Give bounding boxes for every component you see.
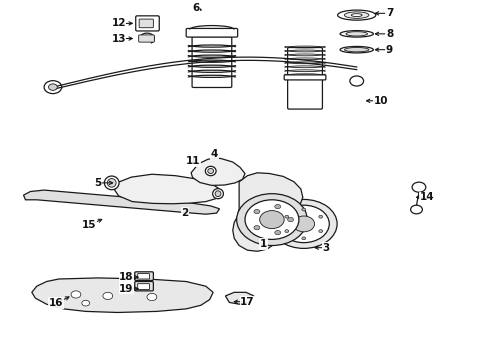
FancyBboxPatch shape xyxy=(192,37,232,87)
Text: 19: 19 xyxy=(119,284,134,294)
Ellipse shape xyxy=(344,12,369,18)
Circle shape xyxy=(237,194,307,246)
Text: 16: 16 xyxy=(49,298,64,308)
Circle shape xyxy=(71,291,81,298)
Circle shape xyxy=(270,199,337,248)
Circle shape xyxy=(254,225,260,230)
FancyBboxPatch shape xyxy=(139,35,154,42)
Polygon shape xyxy=(191,158,245,185)
Circle shape xyxy=(254,210,260,214)
Polygon shape xyxy=(32,278,213,312)
FancyBboxPatch shape xyxy=(138,284,149,289)
Text: 2: 2 xyxy=(182,208,189,218)
Circle shape xyxy=(285,215,289,218)
FancyBboxPatch shape xyxy=(288,48,322,109)
Circle shape xyxy=(275,230,281,235)
Circle shape xyxy=(288,217,294,222)
Text: 13: 13 xyxy=(111,33,126,44)
Circle shape xyxy=(278,205,329,243)
Circle shape xyxy=(302,208,306,211)
Polygon shape xyxy=(115,174,220,204)
FancyBboxPatch shape xyxy=(139,19,153,28)
FancyBboxPatch shape xyxy=(136,16,159,31)
Text: 15: 15 xyxy=(82,220,97,230)
Ellipse shape xyxy=(208,168,214,174)
Text: 7: 7 xyxy=(386,8,393,18)
FancyBboxPatch shape xyxy=(284,75,326,80)
Circle shape xyxy=(319,230,323,233)
Ellipse shape xyxy=(338,10,376,20)
Circle shape xyxy=(260,211,284,229)
Circle shape xyxy=(411,205,422,214)
Ellipse shape xyxy=(213,189,223,199)
Ellipse shape xyxy=(340,31,373,37)
Text: 9: 9 xyxy=(386,45,393,55)
Circle shape xyxy=(44,81,62,94)
Text: 4: 4 xyxy=(211,149,219,159)
FancyBboxPatch shape xyxy=(135,272,153,280)
Text: 11: 11 xyxy=(186,156,201,166)
Ellipse shape xyxy=(351,14,362,17)
Text: 12: 12 xyxy=(111,18,126,28)
Ellipse shape xyxy=(215,191,221,197)
Text: 14: 14 xyxy=(420,192,435,202)
Text: 17: 17 xyxy=(240,297,255,307)
Circle shape xyxy=(285,230,289,233)
Polygon shape xyxy=(24,190,220,214)
Text: 10: 10 xyxy=(374,96,389,106)
Polygon shape xyxy=(233,173,303,251)
Circle shape xyxy=(293,216,315,232)
Circle shape xyxy=(49,84,57,90)
Circle shape xyxy=(82,300,90,306)
Ellipse shape xyxy=(344,48,369,52)
Circle shape xyxy=(302,237,306,240)
Circle shape xyxy=(147,293,157,301)
Ellipse shape xyxy=(104,176,119,190)
Circle shape xyxy=(275,204,281,209)
Ellipse shape xyxy=(346,32,368,36)
Circle shape xyxy=(319,215,323,218)
Circle shape xyxy=(103,292,113,300)
Text: 6: 6 xyxy=(193,3,199,13)
Text: 3: 3 xyxy=(322,243,329,253)
FancyBboxPatch shape xyxy=(186,28,238,37)
Text: 5: 5 xyxy=(95,178,101,188)
FancyBboxPatch shape xyxy=(138,274,149,279)
Polygon shape xyxy=(225,292,254,304)
Text: 18: 18 xyxy=(119,272,134,282)
Circle shape xyxy=(350,76,364,86)
FancyBboxPatch shape xyxy=(135,282,153,291)
Circle shape xyxy=(245,200,299,239)
Circle shape xyxy=(412,182,426,192)
Text: 8: 8 xyxy=(386,29,393,39)
Ellipse shape xyxy=(340,46,373,53)
Text: 1: 1 xyxy=(260,239,267,249)
Ellipse shape xyxy=(205,166,216,176)
Ellipse shape xyxy=(107,179,116,187)
